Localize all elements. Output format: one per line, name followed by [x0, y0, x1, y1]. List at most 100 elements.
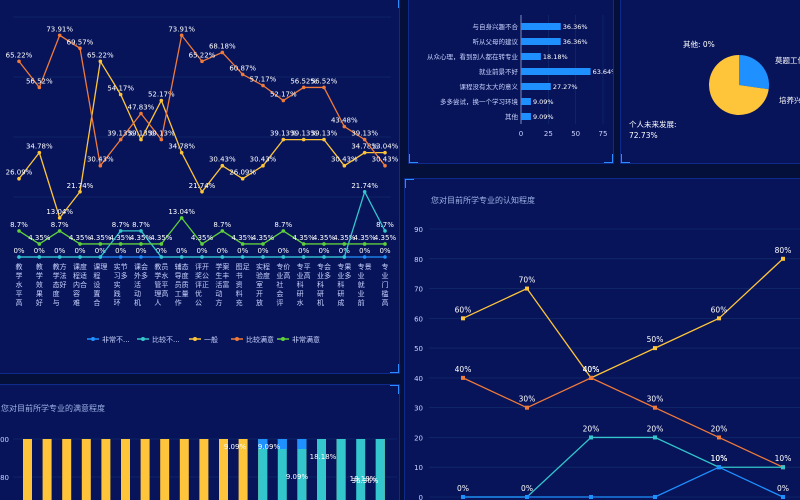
stacked-bar — [277, 439, 287, 449]
data-label: 4.35% — [69, 234, 92, 242]
x-tick-label: 学生活动方案丰富 — [215, 262, 229, 307]
pie-label: 莫题工作: 27.27% — [775, 55, 800, 65]
x-tick-label: 50 — [571, 130, 580, 138]
stacked-bar — [42, 439, 52, 500]
data-label: 4.35% — [130, 234, 153, 242]
data-point — [342, 255, 347, 259]
data-label: 0% — [135, 247, 146, 255]
data-label: 0% — [176, 247, 187, 255]
data-label: 0% — [257, 247, 268, 255]
legend-marker — [235, 337, 239, 341]
data-label: 73.91% — [168, 25, 195, 33]
y-tick-label: 70 — [414, 286, 423, 294]
data-label: 0% — [74, 247, 85, 255]
data-point — [301, 242, 306, 246]
pie-label: 培养兴趣: 0% — [779, 95, 800, 105]
data-point — [301, 137, 306, 142]
data-label: 63.64% — [593, 68, 614, 76]
pie-label: 个人未来发展: — [629, 119, 677, 129]
data-point — [383, 163, 387, 168]
x-tick-label: 实验室开放程度 — [256, 262, 270, 307]
data-label: 34.78% — [351, 143, 378, 151]
x-tick-label: 教学管理人员水平高 — [154, 262, 168, 307]
data-point — [322, 137, 326, 142]
data-point — [57, 229, 62, 233]
data-point — [322, 255, 326, 259]
stacked-bar — [199, 439, 209, 500]
data-point — [383, 150, 387, 155]
data-label: 60% — [455, 305, 472, 314]
data-label: 4.35% — [293, 234, 316, 242]
y-tick-label: 100 — [0, 436, 9, 444]
x-tick-label: 75 — [599, 130, 608, 138]
data-label: 27.27% — [553, 83, 578, 91]
data-point — [179, 255, 184, 259]
data-label: 4.35% — [252, 234, 275, 242]
stacked-bar — [121, 439, 130, 500]
stacked-bar — [101, 439, 111, 500]
data-point — [98, 242, 103, 246]
stacked-bar — [297, 439, 307, 500]
data-label: 13.04% — [46, 208, 73, 216]
data-label: 4.35% — [354, 234, 377, 242]
data-point — [589, 435, 593, 440]
data-point — [78, 189, 82, 194]
data-point — [261, 255, 265, 259]
data-label: 0% — [379, 247, 390, 255]
x-tick-label: 实习实践环节多 — [114, 262, 128, 307]
pie-slice — [739, 55, 769, 90]
data-label: 26.09% — [229, 169, 256, 177]
bar — [521, 98, 531, 105]
data-point — [362, 137, 367, 142]
data-label: 8.7% — [376, 221, 394, 229]
data-point — [98, 255, 103, 259]
stacked-bar — [258, 439, 268, 500]
data-point — [281, 255, 286, 259]
pie-label: 其他: 0% — [683, 39, 715, 49]
data-point — [118, 137, 123, 142]
data-label: 65.22% — [87, 51, 114, 59]
data-point — [179, 216, 184, 220]
legend-marker — [193, 337, 197, 341]
data-label: 0% — [196, 247, 207, 255]
x-tick-label: 课程内容难度适合 — [73, 262, 87, 307]
data-label: 60% — [711, 305, 728, 314]
data-label: 69.57% — [67, 38, 94, 46]
data-label: 13.04% — [372, 143, 399, 151]
data-label: 0% — [359, 247, 370, 255]
legend-marker — [281, 337, 285, 341]
data-label: 43.48% — [331, 117, 358, 125]
legend-label: 非常不... — [102, 335, 130, 344]
data-label: 39.13% — [128, 130, 155, 138]
legend-marker — [91, 337, 95, 341]
data-label: 52.17% — [148, 90, 175, 98]
data-point — [261, 163, 265, 168]
data-label: 30% — [519, 395, 536, 404]
data-point — [17, 229, 21, 233]
data-label: 54.17% — [107, 84, 134, 92]
data-label: 4.35% — [89, 234, 112, 242]
data-label: 8.7% — [51, 221, 69, 229]
data-label: 0% — [95, 247, 106, 255]
data-label: 8.7% — [274, 221, 292, 229]
data-point — [781, 256, 785, 261]
data-label: 9.09% — [224, 443, 247, 451]
data-label: 56.52% — [290, 77, 317, 85]
data-point — [159, 242, 164, 246]
data-label: 26.09% — [6, 169, 33, 177]
data-label: 9.09% — [533, 98, 554, 106]
data-point — [653, 495, 657, 499]
data-label: 30.43% — [209, 156, 236, 164]
data-label: 56.52% — [26, 77, 53, 85]
career-pie-chart: 其他: 0% 莫题工作: 27.27% 培养兴趣: 0% 个人未来发展: 72.73% — [629, 39, 800, 140]
data-label: 13.04% — [168, 208, 195, 216]
data-label: 70% — [519, 276, 536, 285]
data-label: 0% — [54, 247, 65, 255]
stacked-bar — [336, 439, 346, 500]
data-point — [717, 465, 721, 470]
data-label: 47.83% — [128, 104, 155, 112]
data-point — [118, 229, 123, 233]
data-point — [139, 111, 143, 116]
data-label: 4.35% — [333, 234, 356, 242]
data-point — [240, 255, 245, 259]
